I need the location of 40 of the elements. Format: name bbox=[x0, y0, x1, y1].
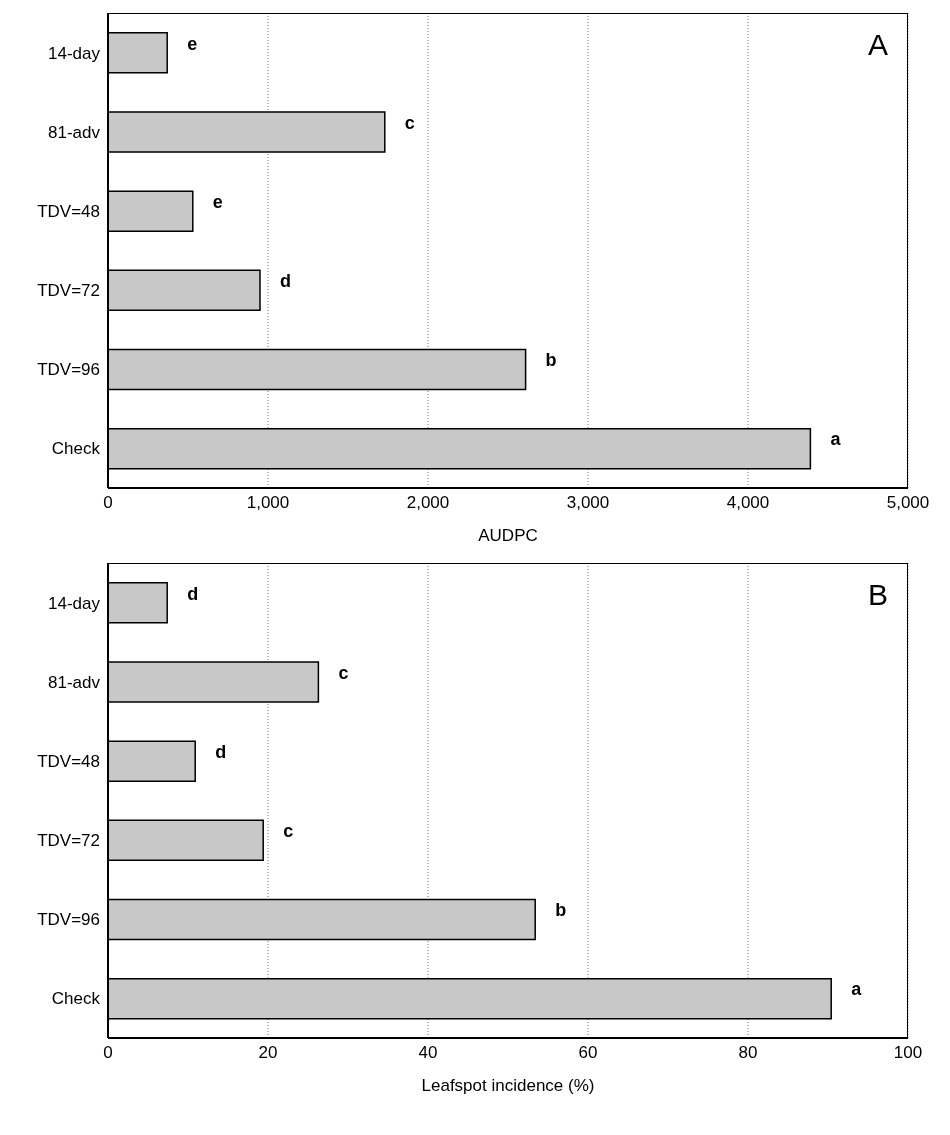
y-tick-label: TDV=72 bbox=[37, 281, 100, 301]
annotation: A bbox=[867, 28, 888, 62]
y-tick-label: TDV=96 bbox=[37, 910, 100, 930]
y-tick-label: Check bbox=[51, 439, 101, 459]
data-label: a bbox=[830, 429, 842, 450]
x-tick-label: 20 bbox=[258, 1043, 278, 1063]
x-tick-label: 80 bbox=[738, 1043, 758, 1063]
data-label: e bbox=[212, 191, 223, 212]
data-label: c bbox=[283, 821, 294, 842]
x-tick-label: 100 bbox=[893, 1043, 923, 1063]
x-tick-label: 4,000 bbox=[726, 493, 770, 513]
x-tick-label: 3,000 bbox=[566, 493, 610, 513]
data-label: e bbox=[187, 33, 198, 54]
data-label: c bbox=[338, 662, 349, 683]
x-tick-label: 60 bbox=[578, 1043, 598, 1063]
y-tick-label: TDV=48 bbox=[37, 201, 100, 221]
x-tick-label: 5,000 bbox=[886, 493, 930, 513]
x-axis-title: AUDPC bbox=[478, 526, 538, 545]
y-tick-label: Check bbox=[51, 989, 101, 1009]
data-label: d bbox=[187, 583, 199, 604]
y-tick-label: 14-day bbox=[48, 593, 101, 613]
y-tick-label: 81-adv bbox=[48, 672, 101, 692]
x-tick-label: 40 bbox=[418, 1043, 438, 1063]
x-tick-label: 2,000 bbox=[406, 493, 450, 513]
data-label: d bbox=[215, 741, 227, 762]
y-tick-label: TDV=96 bbox=[37, 360, 100, 380]
data-label: b bbox=[555, 900, 567, 921]
y-tick-label: 81-adv bbox=[48, 122, 101, 142]
y-tick-label: TDV=48 bbox=[37, 751, 100, 771]
y-tick-label: TDV=72 bbox=[37, 831, 100, 851]
x-tick-label: 1,000 bbox=[246, 493, 290, 513]
annotation: B bbox=[867, 578, 888, 612]
y-tick-label: 14-day bbox=[48, 43, 101, 63]
x-axis-title: Leafspot incidence (%) bbox=[421, 1076, 595, 1095]
data-label: a bbox=[851, 979, 863, 1000]
data-label: d bbox=[280, 271, 291, 292]
data-label: c bbox=[404, 112, 415, 133]
x-tick-label: 0 bbox=[103, 1043, 113, 1063]
data-label: b bbox=[545, 350, 557, 371]
x-tick-label: 0 bbox=[103, 493, 113, 513]
